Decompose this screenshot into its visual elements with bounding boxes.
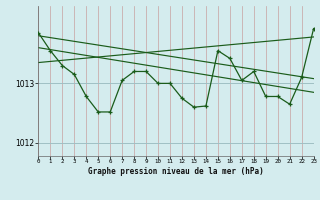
X-axis label: Graphe pression niveau de la mer (hPa): Graphe pression niveau de la mer (hPa) (88, 167, 264, 176)
